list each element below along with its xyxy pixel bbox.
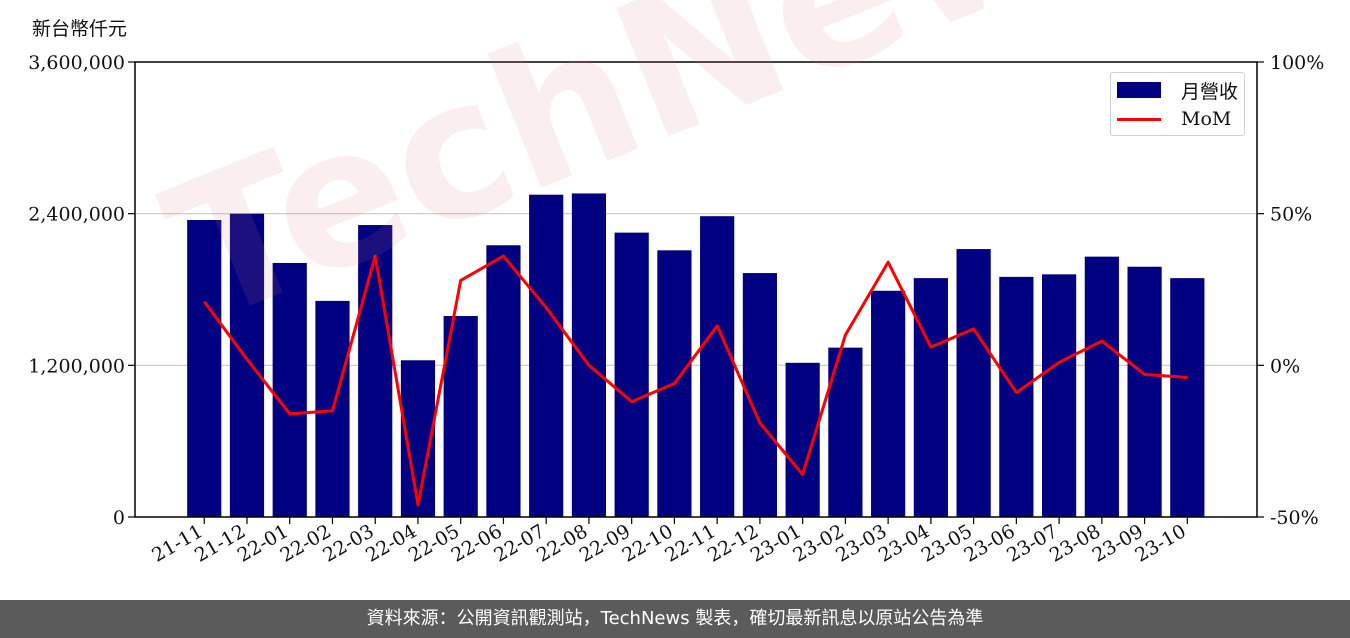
mom-line-series (202, 254, 1188, 507)
plot-frame (134, 61, 1258, 518)
bar-23-05 (956, 249, 991, 518)
y-axis-unit-label: 新台幣仟元 (32, 18, 128, 40)
legend-swatch-bar (1117, 82, 1161, 98)
bar-21-12 (229, 213, 265, 517)
bar-23-07 (1042, 274, 1077, 517)
bar-21-11 (187, 219, 222, 517)
y-left-tick-label: 3,600,000 (28, 52, 125, 74)
bar-23-06 (999, 276, 1034, 517)
y-right-tick-label: 50% (1270, 204, 1312, 226)
bar-22-03 (358, 225, 393, 517)
bar-22-07 (529, 194, 564, 518)
mom-line (202, 254, 1188, 507)
y-right-tick-label: 0% (1270, 355, 1300, 377)
chart: 21-1121-1222-0122-0222-0322-0422-0522-06… (28, 52, 1324, 567)
y-right-tick-labels: -50% 0% 50% 100% (1270, 52, 1324, 529)
legend-label-mom: MoM (1181, 108, 1232, 130)
x-tick-labels: 21-1121-1222-0122-0222-0322-0422-0522-06… (148, 520, 1190, 566)
y-left-tick-labels: 0 1,200,000 2,400,000 3,600,000 (28, 52, 125, 529)
bar-23-03 (871, 290, 906, 517)
bar-22-01 (272, 262, 307, 517)
y-right-tick-label: -50% (1270, 507, 1319, 529)
source-footer: 資料來源：公開資訊觀測站，TechNews 製表，確切最新訊息以原站公告為準 (0, 600, 1350, 638)
y-left-tick-label: 2,400,000 (28, 204, 125, 226)
legend-label-revenue: 月營收 (1181, 80, 1239, 103)
bar-23-10 (1170, 278, 1205, 517)
legend: 月營收 MoM (1110, 72, 1245, 136)
bar-23-04 (913, 278, 948, 517)
bar-23-09 (1127, 266, 1162, 517)
legend-item-mom: MoM (1117, 106, 1231, 132)
legend-swatch-line (1117, 117, 1161, 121)
axes (128, 61, 1264, 524)
x-tick-label: 23-10 (1131, 520, 1189, 566)
bar-23-08 (1084, 256, 1119, 517)
legend-item-revenue: 月營收 (1117, 77, 1238, 103)
bar-22-08 (571, 193, 607, 517)
bar-22-11 (700, 216, 735, 517)
bar-22-09 (614, 232, 649, 517)
y-left-tick-label: 1,200,000 (28, 355, 125, 377)
y-left-tick-label: 0 (113, 507, 125, 529)
y-right-tick-label: 100% (1270, 52, 1324, 74)
bar-22-05 (443, 316, 478, 517)
bar-22-06 (486, 245, 521, 517)
